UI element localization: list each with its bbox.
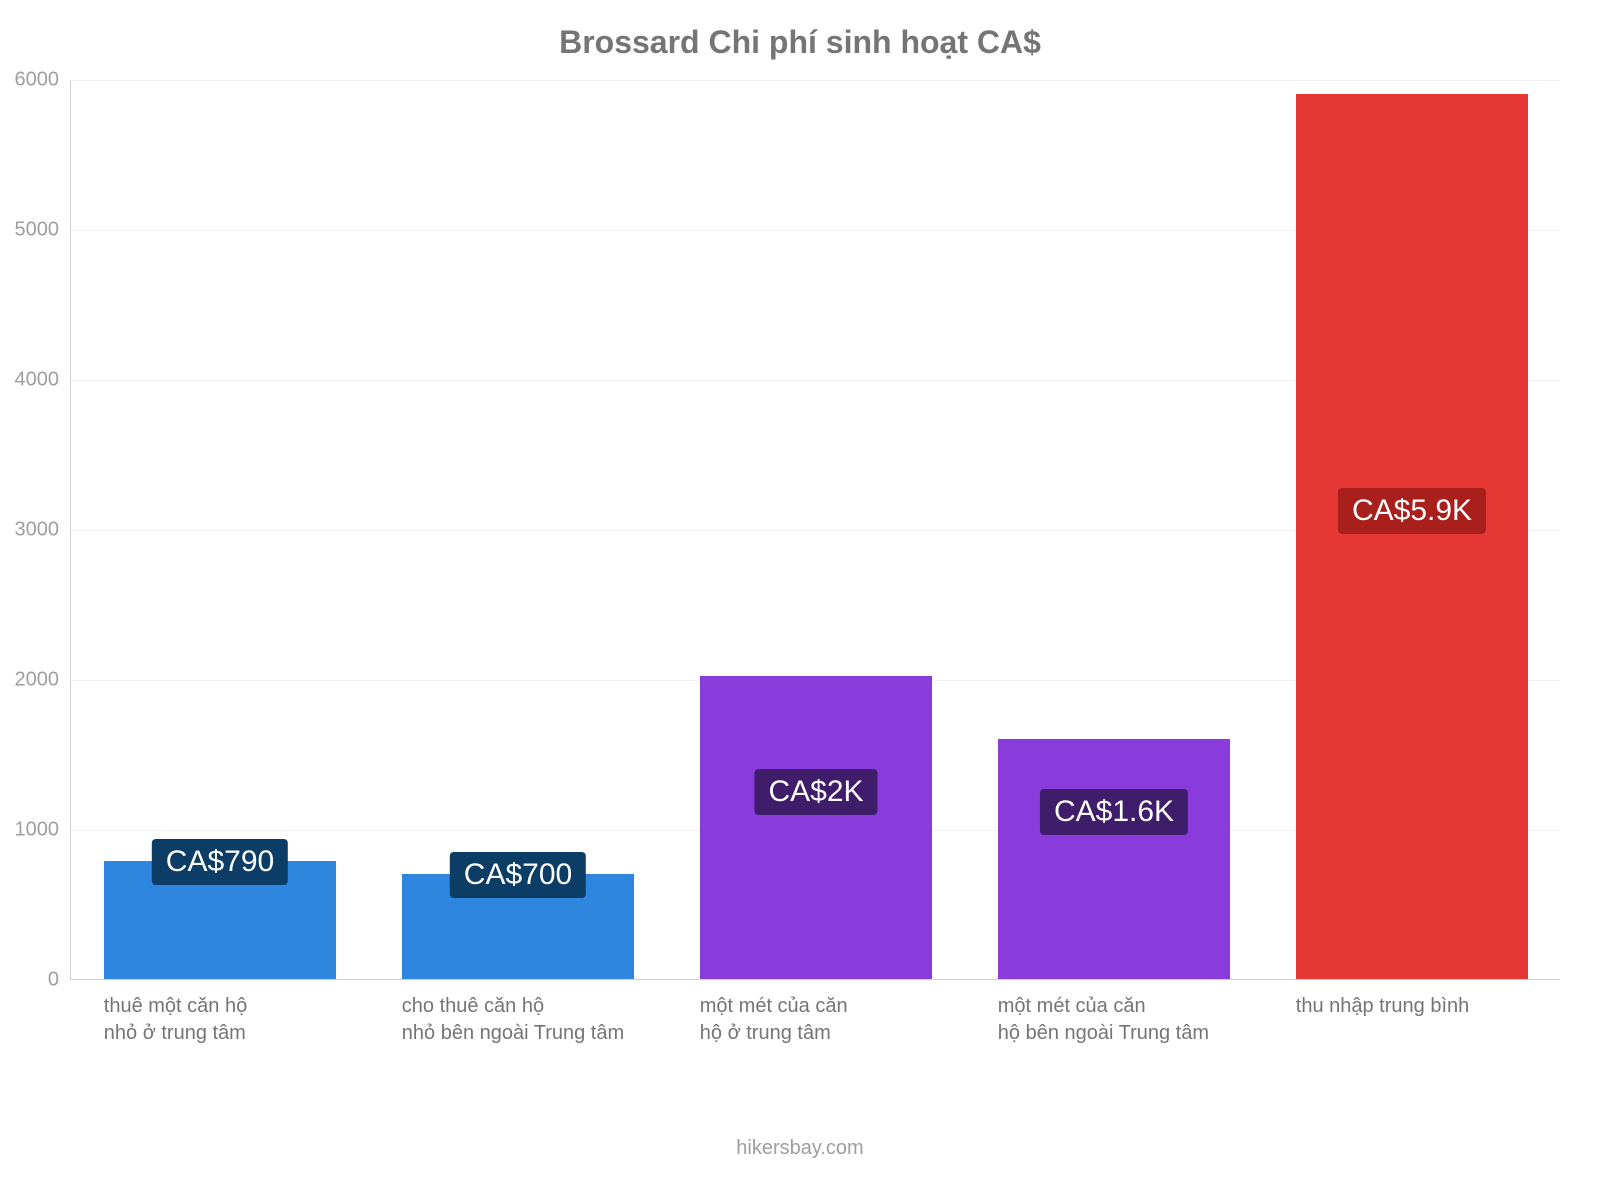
x-label: một mét của căn hộ ở trung tâm xyxy=(700,979,972,1047)
y-tick: 4000 xyxy=(15,369,72,392)
plot-area: 0100020003000400050006000CA$790thuê một … xyxy=(70,80,1560,980)
y-tick: 1000 xyxy=(15,819,72,842)
bar-value-label: CA$2K xyxy=(754,769,877,815)
bar xyxy=(1296,94,1528,979)
y-tick: 0 xyxy=(48,969,71,992)
bar-value-label: CA$1.6K xyxy=(1040,789,1188,835)
cost-of-living-chart: Brossard Chi phí sinh hoạt CA$ 010002000… xyxy=(0,0,1600,1200)
y-tick: 5000 xyxy=(15,219,72,242)
x-label: thu nhập trung bình xyxy=(1296,979,1568,1020)
x-label: một mét của căn hộ bên ngoài Trung tâm xyxy=(998,979,1270,1047)
bar-value-label: CA$700 xyxy=(450,852,586,898)
x-label: cho thuê căn hộ nhỏ bên ngoài Trung tâm xyxy=(402,979,674,1047)
y-tick: 3000 xyxy=(15,519,72,542)
chart-title: Brossard Chi phí sinh hoạt CA$ xyxy=(0,24,1600,61)
bar-value-label: CA$790 xyxy=(152,839,288,885)
bar xyxy=(700,676,932,979)
y-tick: 2000 xyxy=(15,669,72,692)
chart-footer: hikersbay.com xyxy=(0,1137,1600,1160)
bar-value-label: CA$5.9K xyxy=(1338,488,1486,534)
y-tick: 6000 xyxy=(15,69,72,92)
gridline xyxy=(71,80,1560,81)
bar xyxy=(998,739,1230,979)
x-label: thuê một căn hộ nhỏ ở trung tâm xyxy=(104,979,376,1047)
